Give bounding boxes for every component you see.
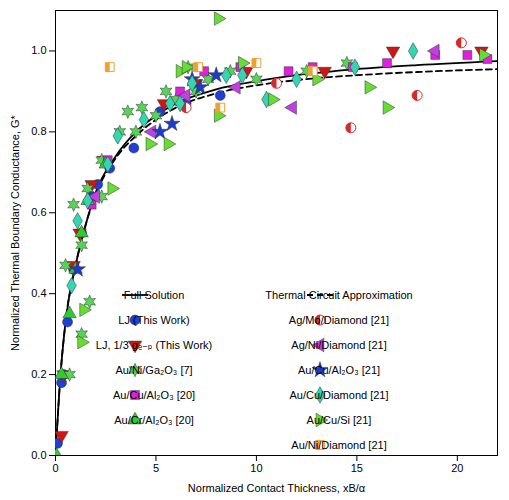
svg-text:Au/Cu/Diamond [21]: Au/Cu/Diamond [21] [289,389,388,401]
svg-text:10: 10 [250,462,262,474]
svg-text:Thermal Circuit Approximation: Thermal Circuit Approximation [265,289,412,301]
svg-text:Au/Cu/Al₂O₃ [20]: Au/Cu/Al₂O₃ [20] [113,389,195,401]
svg-text:Au/Cu/Si [21]: Au/Cu/Si [21] [307,414,372,426]
svg-text:0.2: 0.2 [31,368,46,380]
svg-text:5: 5 [153,462,159,474]
svg-text:Ag/Mo/Diamond [21]: Ag/Mo/Diamond [21] [289,314,389,326]
svg-text:15: 15 [351,462,363,474]
svg-text:Ag/Ni/Diamond [21]: Ag/Ni/Diamond [21] [291,339,386,351]
svg-text:Normalized Contact Thickness,: Normalized Contact Thickness, xB/α [188,482,366,494]
svg-text:0.0: 0.0 [31,449,46,461]
svg-text:LJ, 1/3 gₑ₋ₚ (This Work): LJ, 1/3 gₑ₋ₚ (This Work) [96,339,212,351]
svg-text:Au/Ni/Diamond [21]: Au/Ni/Diamond [21] [291,439,386,451]
svg-text:0.6: 0.6 [31,206,46,218]
svg-text:0: 0 [52,462,58,474]
svg-text:Normalized Thermal Boundary Co: Normalized Thermal Boundary Conductance,… [9,114,21,351]
svg-text:20: 20 [451,462,463,474]
svg-text:Au/Cu/Al₂O₃ [21]: Au/Cu/Al₂O₃ [21] [298,364,380,376]
svg-text:Au/Ni/Ga₂O₃ [7]: Au/Ni/Ga₂O₃ [7] [115,364,192,376]
svg-text:0.8: 0.8 [31,125,46,137]
svg-text:Full Solution: Full Solution [124,289,185,301]
svg-text:0.4: 0.4 [31,287,46,299]
svg-text:Au/Cr/Al₂O₃ [20]: Au/Cr/Al₂O₃ [20] [114,414,194,426]
svg-text:LJ (This Work): LJ (This Work) [118,314,189,326]
svg-text:1.0: 1.0 [31,44,46,56]
